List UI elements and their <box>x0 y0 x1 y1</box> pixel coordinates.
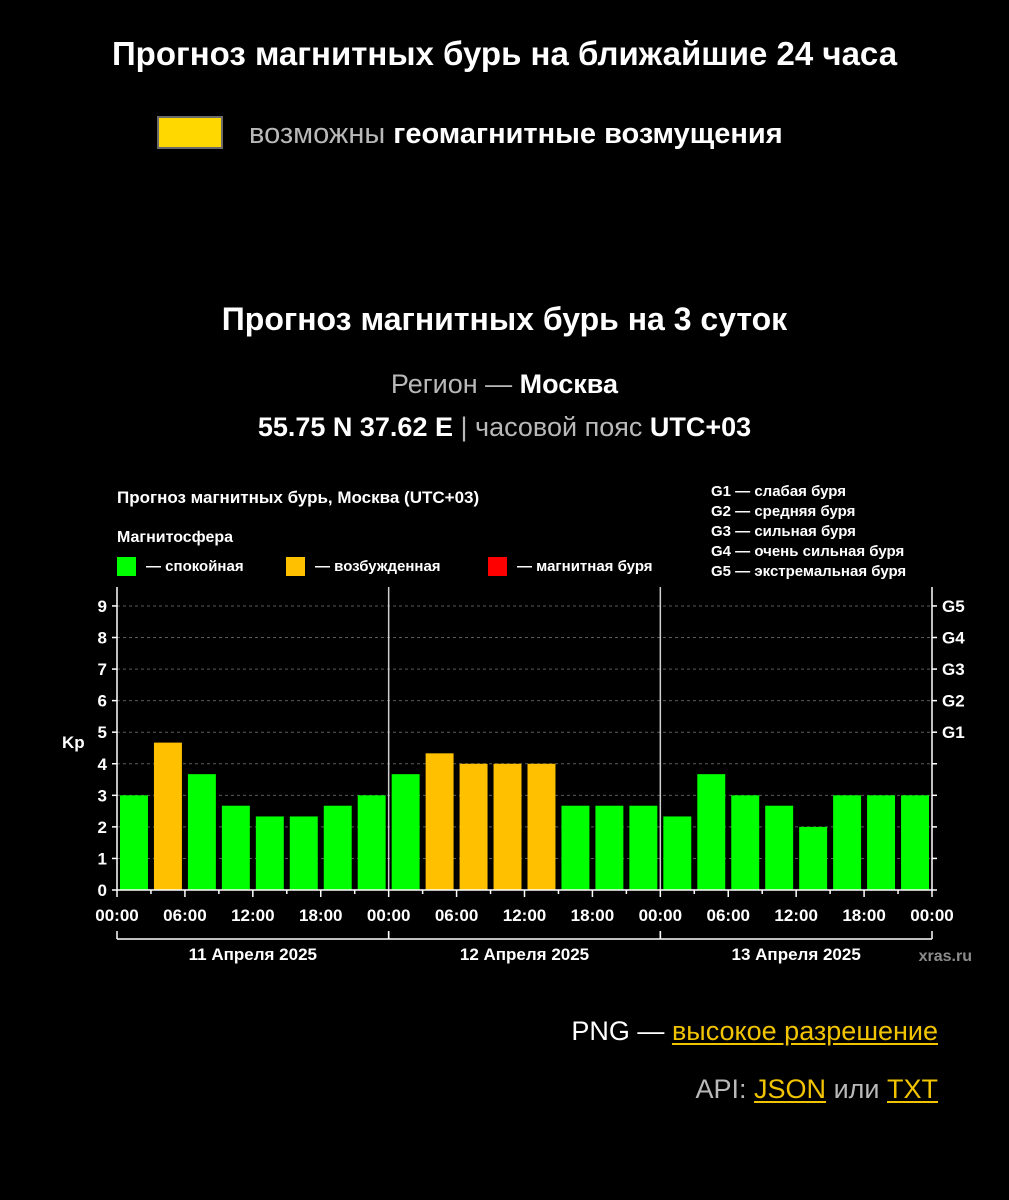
kp-bar <box>663 816 692 890</box>
api-prefix: API: <box>695 1074 747 1104</box>
y-tick-label: 9 <box>98 597 107 616</box>
status-indicator: возможны геомагнитные возмущения <box>0 114 1009 154</box>
x-tick-label: 00:00 <box>910 906 953 925</box>
status-prefix: возможны <box>249 118 386 150</box>
kp-bar <box>697 774 726 890</box>
separator: | <box>460 412 468 442</box>
y-tick-label: 5 <box>98 723 107 742</box>
g-scale-item: G1 — слабая буря <box>711 483 846 500</box>
g-tick-label: G3 <box>942 660 965 679</box>
y-tick-label: 4 <box>98 755 108 774</box>
chart-title: Прогноз магнитных бурь, Москва (UTC+03) <box>117 488 479 507</box>
x-tick-label: 12:00 <box>774 906 817 925</box>
status-swatch <box>157 116 223 149</box>
kp-bar <box>255 816 284 890</box>
y-tick-label: 8 <box>98 629 107 648</box>
kp-bar <box>323 805 352 890</box>
status-text: возможны геомагнитные возмущения <box>249 117 783 151</box>
kp-bar <box>527 763 556 890</box>
legend-label: — спокойная <box>146 558 244 575</box>
legend-swatch <box>286 557 305 576</box>
kp-bar <box>493 763 522 890</box>
forecast-title: Прогноз магнитных бурь на 3 суток <box>221 301 788 337</box>
kp-bar <box>561 805 590 890</box>
kp-bar <box>867 795 896 890</box>
y-tick-label: 2 <box>98 818 107 837</box>
kp-bar <box>765 805 794 890</box>
kp-bar <box>357 795 386 890</box>
g-scale-legend: G1 — слабая буря G2 — средняя буря G3 — си… <box>711 483 906 580</box>
kp-bar <box>629 805 658 890</box>
x-tick-label: 00:00 <box>95 906 138 925</box>
coords-line: 55.75 N 37.62 E | часовой пояс UTC+03 <box>0 410 1009 444</box>
x-tick-label: 00:00 <box>367 906 410 925</box>
x-tick-label: 18:00 <box>571 906 614 925</box>
legend-label: — магнитная буря <box>517 558 653 575</box>
x-tick-label: 06:00 <box>707 906 750 925</box>
timezone-value: UTC+03 <box>649 412 752 442</box>
or-text: или <box>833 1074 880 1104</box>
kp-bar <box>221 805 250 890</box>
y-axis-label: Kp <box>62 733 85 752</box>
g-tick-label: G4 <box>942 629 965 648</box>
png-high-res-link[interactable]: высокое разрешение <box>671 1016 938 1046</box>
x-tick-label: 12:00 <box>503 906 546 925</box>
legend: — спокойная — возбужденная — магнитная бур… <box>117 557 653 576</box>
g-tick-label: G1 <box>942 723 965 742</box>
x-tick-label: 06:00 <box>435 906 478 925</box>
x-tick-label: 06:00 <box>163 906 206 925</box>
kp-bar <box>901 795 929 890</box>
region-value: Москва <box>519 369 619 399</box>
g-tick-label: G5 <box>942 597 965 616</box>
watermark: xras.ru <box>919 948 972 965</box>
day-label: 13 Апреля 2025 <box>732 945 861 964</box>
g-tick-label: G2 <box>942 692 965 711</box>
png-prefix: PNG — <box>571 1016 665 1046</box>
json-link[interactable]: JSON <box>754 1074 827 1104</box>
y-tick-label: 0 <box>98 881 107 900</box>
region-label: Регион — <box>390 369 513 399</box>
y-tick-label: 6 <box>98 692 107 711</box>
legend-label: — возбужденная <box>315 558 441 575</box>
legend-title: Магнитосфера <box>117 529 233 546</box>
g-scale-item: G3 — сильная буря <box>711 523 856 540</box>
region-line: Регион — Москва <box>0 367 1009 401</box>
kp-bar <box>289 816 318 890</box>
day-label: 12 Апреля 2025 <box>460 945 589 964</box>
y-tick-label: 3 <box>98 786 107 805</box>
legend-swatch <box>117 557 136 576</box>
g-scale-item: G4 — очень сильная буря <box>711 543 904 560</box>
y-tick-label: 7 <box>98 660 107 679</box>
x-tick-label: 18:00 <box>299 906 342 925</box>
kp-bar <box>799 826 828 890</box>
kp-bar <box>391 774 420 890</box>
day-label: 11 Апреля 2025 <box>189 945 317 964</box>
g-scale-item: G5 — экстремальная буря <box>711 563 906 580</box>
kp-bar <box>833 795 862 890</box>
axes: 0 1 2 3 4 5 6 7 8 9 G1 G2 G3 G4 G5 00:00 06:00 12:00 18:00… <box>95 587 965 964</box>
y-tick-label: 1 <box>98 849 107 868</box>
legend-swatch <box>488 557 507 576</box>
png-download-line: PNG — высокое разрешение <box>571 1014 938 1048</box>
x-tick-label: 12:00 <box>231 906 274 925</box>
timezone-label: часовой пояс <box>475 412 643 442</box>
kp-bar <box>187 774 216 890</box>
coordinates: 55.75 N 37.62 E <box>257 412 453 442</box>
kp-bar <box>731 795 760 890</box>
x-tick-label: 18:00 <box>842 906 885 925</box>
kp-bar <box>120 795 148 890</box>
status-description: геомагнитные возмущения <box>393 118 783 150</box>
g-scale-item: G2 — средняя буря <box>711 503 855 520</box>
kp-bar <box>425 753 454 890</box>
bars <box>120 742 929 890</box>
kp-forecast-chart: Прогноз магнитных бурь, Москва (UTC+03) … <box>62 483 972 965</box>
txt-link[interactable]: TXT <box>887 1074 938 1104</box>
page-title: Прогноз магнитных бурь на ближайшие 24 ч… <box>111 35 898 72</box>
grid-lines <box>117 587 932 890</box>
kp-bar <box>153 742 182 890</box>
kp-bar <box>459 763 488 890</box>
kp-bar <box>595 805 624 890</box>
x-tick-label: 00:00 <box>639 906 682 925</box>
api-line: API: JSON или TXT <box>695 1072 938 1106</box>
